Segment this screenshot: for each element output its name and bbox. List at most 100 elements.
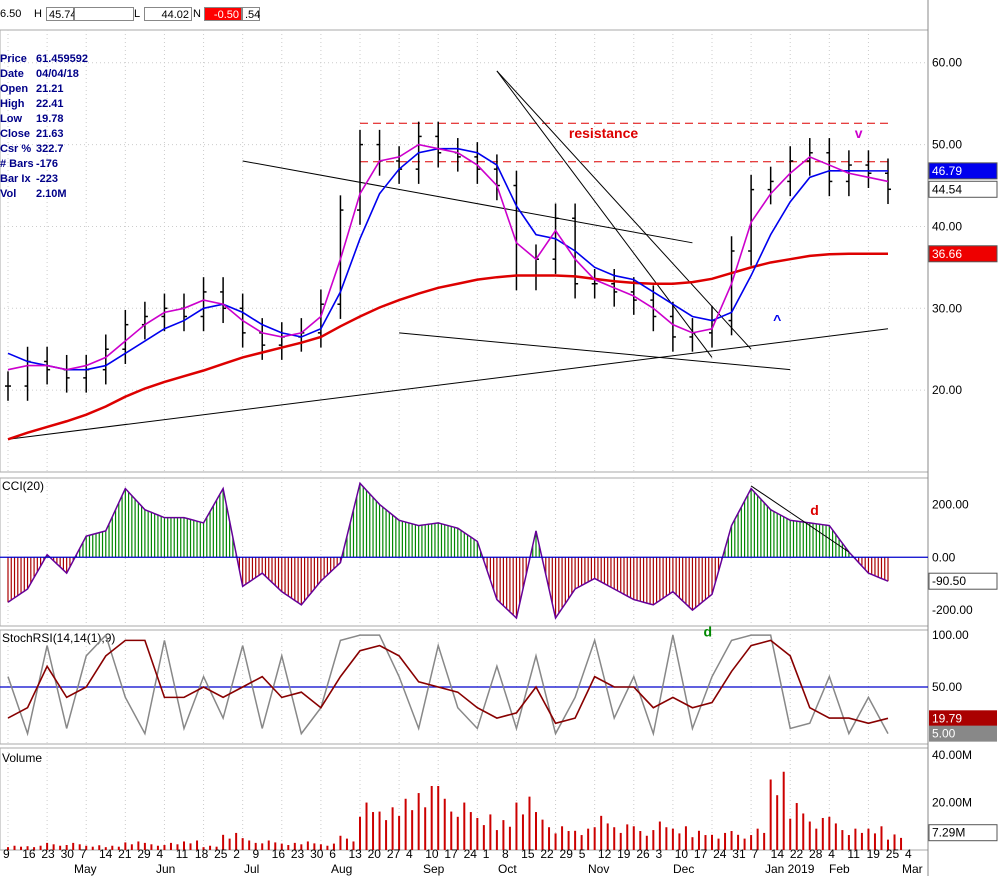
price-bar [474, 142, 481, 184]
low-value: 44.02 [144, 7, 192, 21]
info-row: # Bars -176 [0, 157, 88, 172]
x-day-label: 3 [656, 847, 663, 861]
price-bar [826, 138, 833, 197]
price-tick-label: 50.00 [932, 138, 962, 152]
top-field-1: 6.50 [0, 8, 22, 20]
x-month-label: May [74, 862, 97, 876]
price-bar [591, 269, 598, 299]
x-month-label: Sep [423, 862, 445, 876]
volume-tick-label: 40.00M [932, 748, 972, 762]
x-day-label: 4 [406, 847, 413, 861]
x-day-label: 28 [809, 847, 823, 861]
x-day-label: 9 [3, 847, 10, 861]
x-day-label: 16 [272, 847, 286, 861]
x-day-label: 30 [61, 847, 75, 861]
x-day-label: 31 [732, 847, 746, 861]
cci-tick-label: 0.00 [932, 550, 956, 564]
x-day-label: 10 [425, 847, 439, 861]
x-month-label: Aug [331, 862, 352, 876]
price-bar [122, 309, 129, 364]
x-day-label: 8 [502, 847, 509, 861]
trend-line [242, 160, 693, 244]
info-value: 2.10M [36, 188, 67, 200]
price-bar [435, 121, 442, 168]
pane-0 [0, 29, 929, 473]
info-row: Open 21.21 [0, 82, 88, 97]
net-label: N [193, 8, 201, 20]
info-row: Csr % 322.7 [0, 142, 88, 157]
stoch-tick-label: 50.00 [932, 680, 962, 694]
x-day-label: 20 [368, 847, 382, 861]
info-label: Date [0, 68, 24, 80]
x-day-label: 22 [540, 847, 554, 861]
price-tag-label: 46.79 [932, 164, 962, 178]
pct-value: .54 [242, 7, 260, 21]
x-day-label: 22 [790, 847, 804, 861]
info-label: Vol [0, 188, 17, 200]
x-day-label: 4 [905, 847, 912, 861]
stoch-title: StochRSI(14,14(1),9) [2, 631, 115, 645]
price-tag-label: 44.54 [932, 182, 962, 196]
x-day-label: 14 [771, 847, 785, 861]
low-label: L [134, 8, 141, 20]
x-day-label: 30 [310, 847, 324, 861]
x-day-label: 16 [22, 847, 36, 861]
ma-slow-line [7, 252, 888, 441]
x-day-label: 14 [99, 847, 113, 861]
stoch-tag-label: 19.79 [932, 711, 962, 725]
price-bar [220, 277, 227, 324]
info-value: 04/04/18 [36, 68, 79, 80]
info-value: -223 [36, 173, 59, 185]
price-tag-label: 36.66 [932, 247, 962, 261]
x-day-label: 29 [137, 847, 151, 861]
x-day-label: 27 [387, 847, 401, 861]
x-day-label: 9 [252, 847, 259, 861]
info-label: High [0, 98, 25, 110]
x-day-label: 26 [636, 847, 650, 861]
price-tag [928, 245, 998, 263]
x-day-label: 4 [157, 847, 164, 861]
price-bar [767, 166, 774, 205]
x-day-label: 5 [579, 847, 586, 861]
x-day-label: 25 [886, 847, 900, 861]
net-change-value: -0.50 [204, 7, 242, 21]
cci-annotation: d [810, 502, 819, 518]
price-bar [748, 174, 755, 266]
trend-line [496, 70, 713, 358]
info-value: 19.78 [36, 113, 64, 125]
x-day-label: 23 [41, 847, 55, 861]
x-month-label: Oct [498, 862, 517, 876]
price-info-panel: Price 61.459592 Date 04/04/18 Open 21.21 High 2… [0, 52, 88, 202]
cci-tick-label: 200.00 [932, 497, 969, 511]
trend-line [399, 332, 791, 371]
price-bar [200, 277, 207, 332]
stoch-tag-label: 5.00 [932, 727, 956, 741]
info-label: # Bars [0, 158, 34, 170]
info-label: Low [0, 113, 22, 125]
price-tick-label: 40.00 [932, 219, 962, 233]
ma-fast-line [7, 143, 889, 371]
info-value: 21.21 [36, 83, 64, 95]
stoch-d-line [7, 639, 889, 725]
cci-trend-line [750, 485, 850, 553]
x-day-label: 19 [617, 847, 631, 861]
x-day-label: 17 [444, 847, 458, 861]
info-value: 322.7 [36, 143, 64, 155]
ma-mid-line [7, 147, 888, 371]
x-month-label: Dec [673, 862, 694, 876]
x-day-label: 13 [348, 847, 362, 861]
x-day-label: 1 [483, 847, 490, 861]
x-day-label: 24 [464, 847, 478, 861]
price-annotation: v [855, 125, 863, 141]
price-bar [787, 146, 794, 197]
stoch-tick-label: 100.00 [932, 628, 969, 642]
x-day-label: 18 [195, 847, 209, 861]
info-value: 21.63 [36, 128, 64, 140]
price-tag [928, 180, 998, 198]
price-tick-label: 30.00 [932, 301, 962, 315]
volume-title: Volume [2, 751, 42, 765]
x-day-label: 12 [598, 847, 612, 861]
info-label: Price [0, 53, 27, 65]
price-tick-label: 20.00 [932, 383, 962, 397]
x-day-label: 11 [176, 847, 189, 861]
